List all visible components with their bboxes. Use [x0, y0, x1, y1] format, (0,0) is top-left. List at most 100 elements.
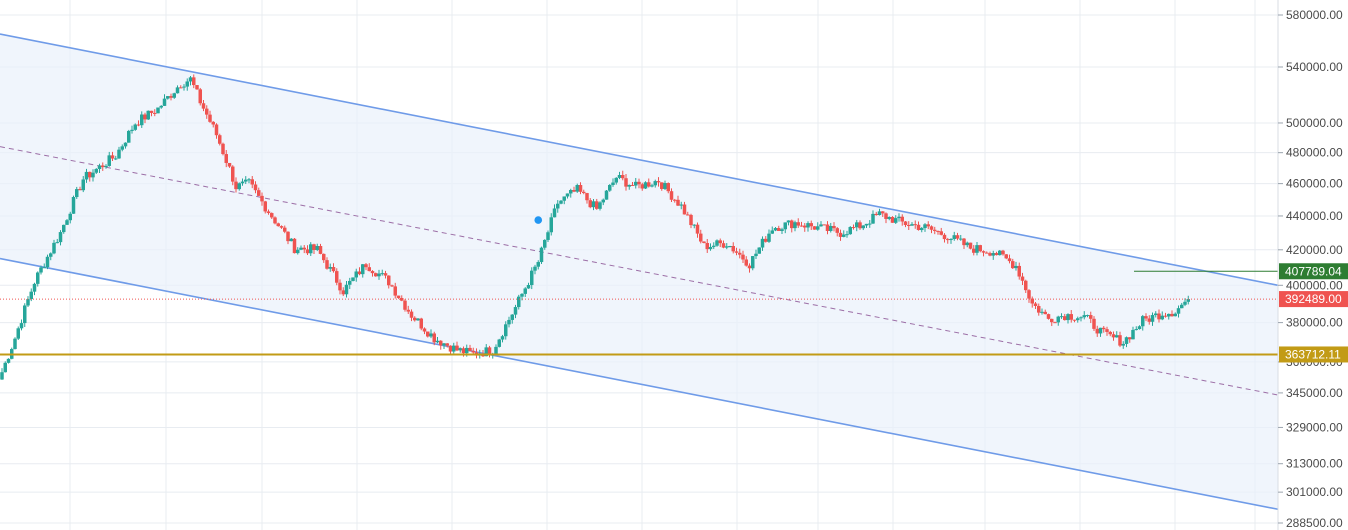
candle-body: [1170, 313, 1174, 317]
candle-body: [231, 166, 235, 182]
candle-body: [1017, 265, 1021, 277]
candle-body: [1118, 335, 1122, 346]
candle-body: [770, 230, 774, 234]
candle-body: [380, 273, 384, 275]
candle-body: [734, 251, 739, 253]
candle-body: [624, 178, 628, 187]
candle-body: [1059, 316, 1064, 318]
candle-body: [19, 323, 24, 329]
candle-body: [1102, 327, 1106, 330]
candle-body: [279, 226, 284, 228]
candle-body: [1063, 316, 1067, 321]
candle-body: [718, 240, 722, 244]
candle-body: [1011, 261, 1015, 269]
candle-body: [900, 216, 904, 222]
candle-body: [998, 250, 1002, 256]
candle-body: [1150, 315, 1155, 322]
candle-body: [149, 110, 154, 113]
candle-body: [790, 220, 794, 229]
candle-body: [754, 253, 758, 257]
candle-body: [985, 252, 989, 254]
candle-body: [975, 245, 979, 253]
candle-body: [751, 256, 755, 269]
candle-body: [52, 242, 56, 254]
candle-body: [1043, 311, 1047, 315]
candle-body: [552, 208, 557, 218]
y-tick-label: 500000.00: [1286, 116, 1343, 130]
candle-body: [806, 223, 810, 228]
candle-body: [1030, 298, 1034, 304]
candle-body: [569, 190, 573, 194]
candle-body: [75, 189, 79, 198]
candle-body: [634, 181, 638, 186]
candle-body: [208, 114, 212, 122]
candle-body: [702, 241, 706, 243]
candle-body: [146, 110, 150, 120]
candle-body: [809, 223, 813, 227]
candle-body: [435, 340, 440, 343]
candle-body: [929, 226, 934, 230]
candle-body: [689, 214, 693, 226]
candle-body: [936, 230, 940, 232]
y-tick-label: 380000.00: [1286, 316, 1343, 330]
candle-body: [361, 264, 365, 275]
candle-body: [617, 175, 622, 178]
candle-body: [1183, 301, 1187, 305]
price-tags: 407789.04 392489.00 363712.11: [1279, 263, 1348, 363]
candle-body: [312, 244, 316, 250]
candle-body: [341, 290, 345, 295]
candle-body: [796, 222, 800, 226]
candle-body: [62, 224, 66, 233]
candle-body: [1069, 314, 1073, 320]
candle-body: [432, 333, 436, 343]
candle-body: [520, 293, 524, 297]
price-tag-support: [1279, 346, 1348, 363]
candle-body: [1056, 316, 1060, 323]
candle-body: [409, 311, 414, 318]
candle-body: [455, 345, 459, 351]
candle-body: [832, 225, 836, 229]
candle-body: [55, 242, 59, 244]
candle-body: [838, 232, 843, 237]
candle-body: [283, 227, 287, 232]
candle-body: [130, 129, 134, 131]
candle-body: [175, 87, 180, 94]
candle-body: [1111, 334, 1116, 338]
candle-body: [396, 295, 401, 299]
candle-body: [666, 183, 670, 192]
candle-body: [6, 358, 11, 363]
candle-body: [442, 343, 446, 346]
candle-body: [439, 340, 443, 346]
candle-body: [1092, 318, 1096, 329]
candle-body: [699, 233, 703, 242]
candle-body: [962, 238, 966, 246]
candle-body: [543, 239, 547, 248]
candle-body: [539, 247, 544, 263]
candle-body: [1079, 317, 1083, 319]
candle-body: [221, 143, 225, 155]
candle-body: [757, 247, 761, 254]
candle-body: [851, 227, 856, 229]
candle-body: [643, 182, 648, 189]
candle-body: [721, 243, 726, 248]
candle-body: [871, 213, 875, 224]
candle-body: [487, 347, 492, 355]
candle-body: [169, 96, 173, 98]
candle-body: [608, 184, 612, 191]
candle-body: [504, 324, 508, 337]
candle-body: [611, 182, 615, 185]
candle-body: [325, 260, 329, 269]
candle-body: [660, 182, 664, 189]
candle-body: [1024, 280, 1028, 291]
candle-body: [172, 93, 176, 98]
candle-body: [416, 318, 420, 321]
candle-body: [370, 271, 375, 274]
candle-body: [81, 179, 85, 191]
candle-body: [244, 179, 248, 182]
candle-body: [13, 338, 17, 350]
candle-body: [868, 223, 872, 225]
candle-body: [117, 149, 121, 159]
candle-body: [627, 184, 631, 187]
candle-body: [240, 181, 245, 184]
